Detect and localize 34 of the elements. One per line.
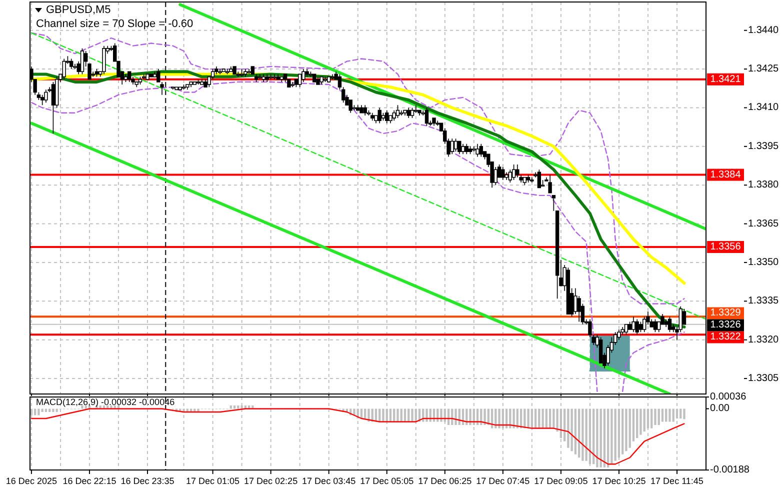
x-tick-label: 16 Dec 2025 bbox=[6, 476, 57, 486]
y-tick-label: 1.3425 bbox=[748, 64, 780, 75]
ref-line-label: 1.3384 bbox=[710, 169, 742, 180]
y-tick-label: -0.00188 bbox=[710, 464, 750, 476]
y-tick-label: 1.3410 bbox=[748, 102, 780, 114]
x-tick-label: 16 Dec 22:15 bbox=[62, 476, 116, 486]
x-tick-label: 16 Dec 23:35 bbox=[120, 476, 174, 486]
ref-line-label: 1.3326 bbox=[710, 320, 742, 331]
text: Channel size = 70 Slope = -0.60 bbox=[36, 18, 194, 30]
x-tick-label: 17 Dec 05:05 bbox=[360, 476, 414, 486]
ref-line-label: 1.3421 bbox=[710, 74, 742, 85]
x-tick-label: 17 Dec 09:05 bbox=[534, 476, 588, 486]
y-tick-label: 1.3320 bbox=[748, 334, 780, 346]
x-tick-label: 17 Dec 03:45 bbox=[302, 476, 356, 486]
x-tick-label: 17 Dec 06:25 bbox=[418, 476, 472, 486]
ref-line-label: 1.3329 bbox=[710, 308, 742, 319]
chart-title: GBPUSD,M5 bbox=[46, 4, 111, 16]
chart-title: MACD(12,26,9) -0.00032 -0.00046 bbox=[36, 397, 175, 407]
x-tick-label: 17 Dec 11:45 bbox=[650, 476, 704, 486]
x-tick-label: 17 Dec 02:25 bbox=[244, 476, 298, 486]
ref-line-label: 1.3322 bbox=[710, 332, 742, 343]
x-tick-label: 17 Dec 01:05 bbox=[186, 476, 240, 486]
x-tick-label: 17 Dec 07:45 bbox=[476, 476, 530, 486]
y-tick-label: 1.3305 bbox=[748, 373, 780, 384]
y-tick-label: 1.3365 bbox=[748, 218, 780, 230]
y-tick-label: 1.3380 bbox=[748, 180, 780, 191]
y-tick-label: 1.3335 bbox=[748, 296, 780, 307]
y-tick-label: 1.3440 bbox=[748, 24, 780, 36]
y-tick-label: 0.00 bbox=[710, 403, 730, 414]
ref-line-label: 1.3356 bbox=[710, 242, 742, 252]
x-tick-label: 17 Dec 10:25 bbox=[592, 476, 646, 486]
y-tick-label: 1.3395 bbox=[748, 140, 780, 152]
y-tick-label: 1.3350 bbox=[748, 256, 780, 268]
y-tick-label: 0.00036 bbox=[710, 392, 747, 402]
